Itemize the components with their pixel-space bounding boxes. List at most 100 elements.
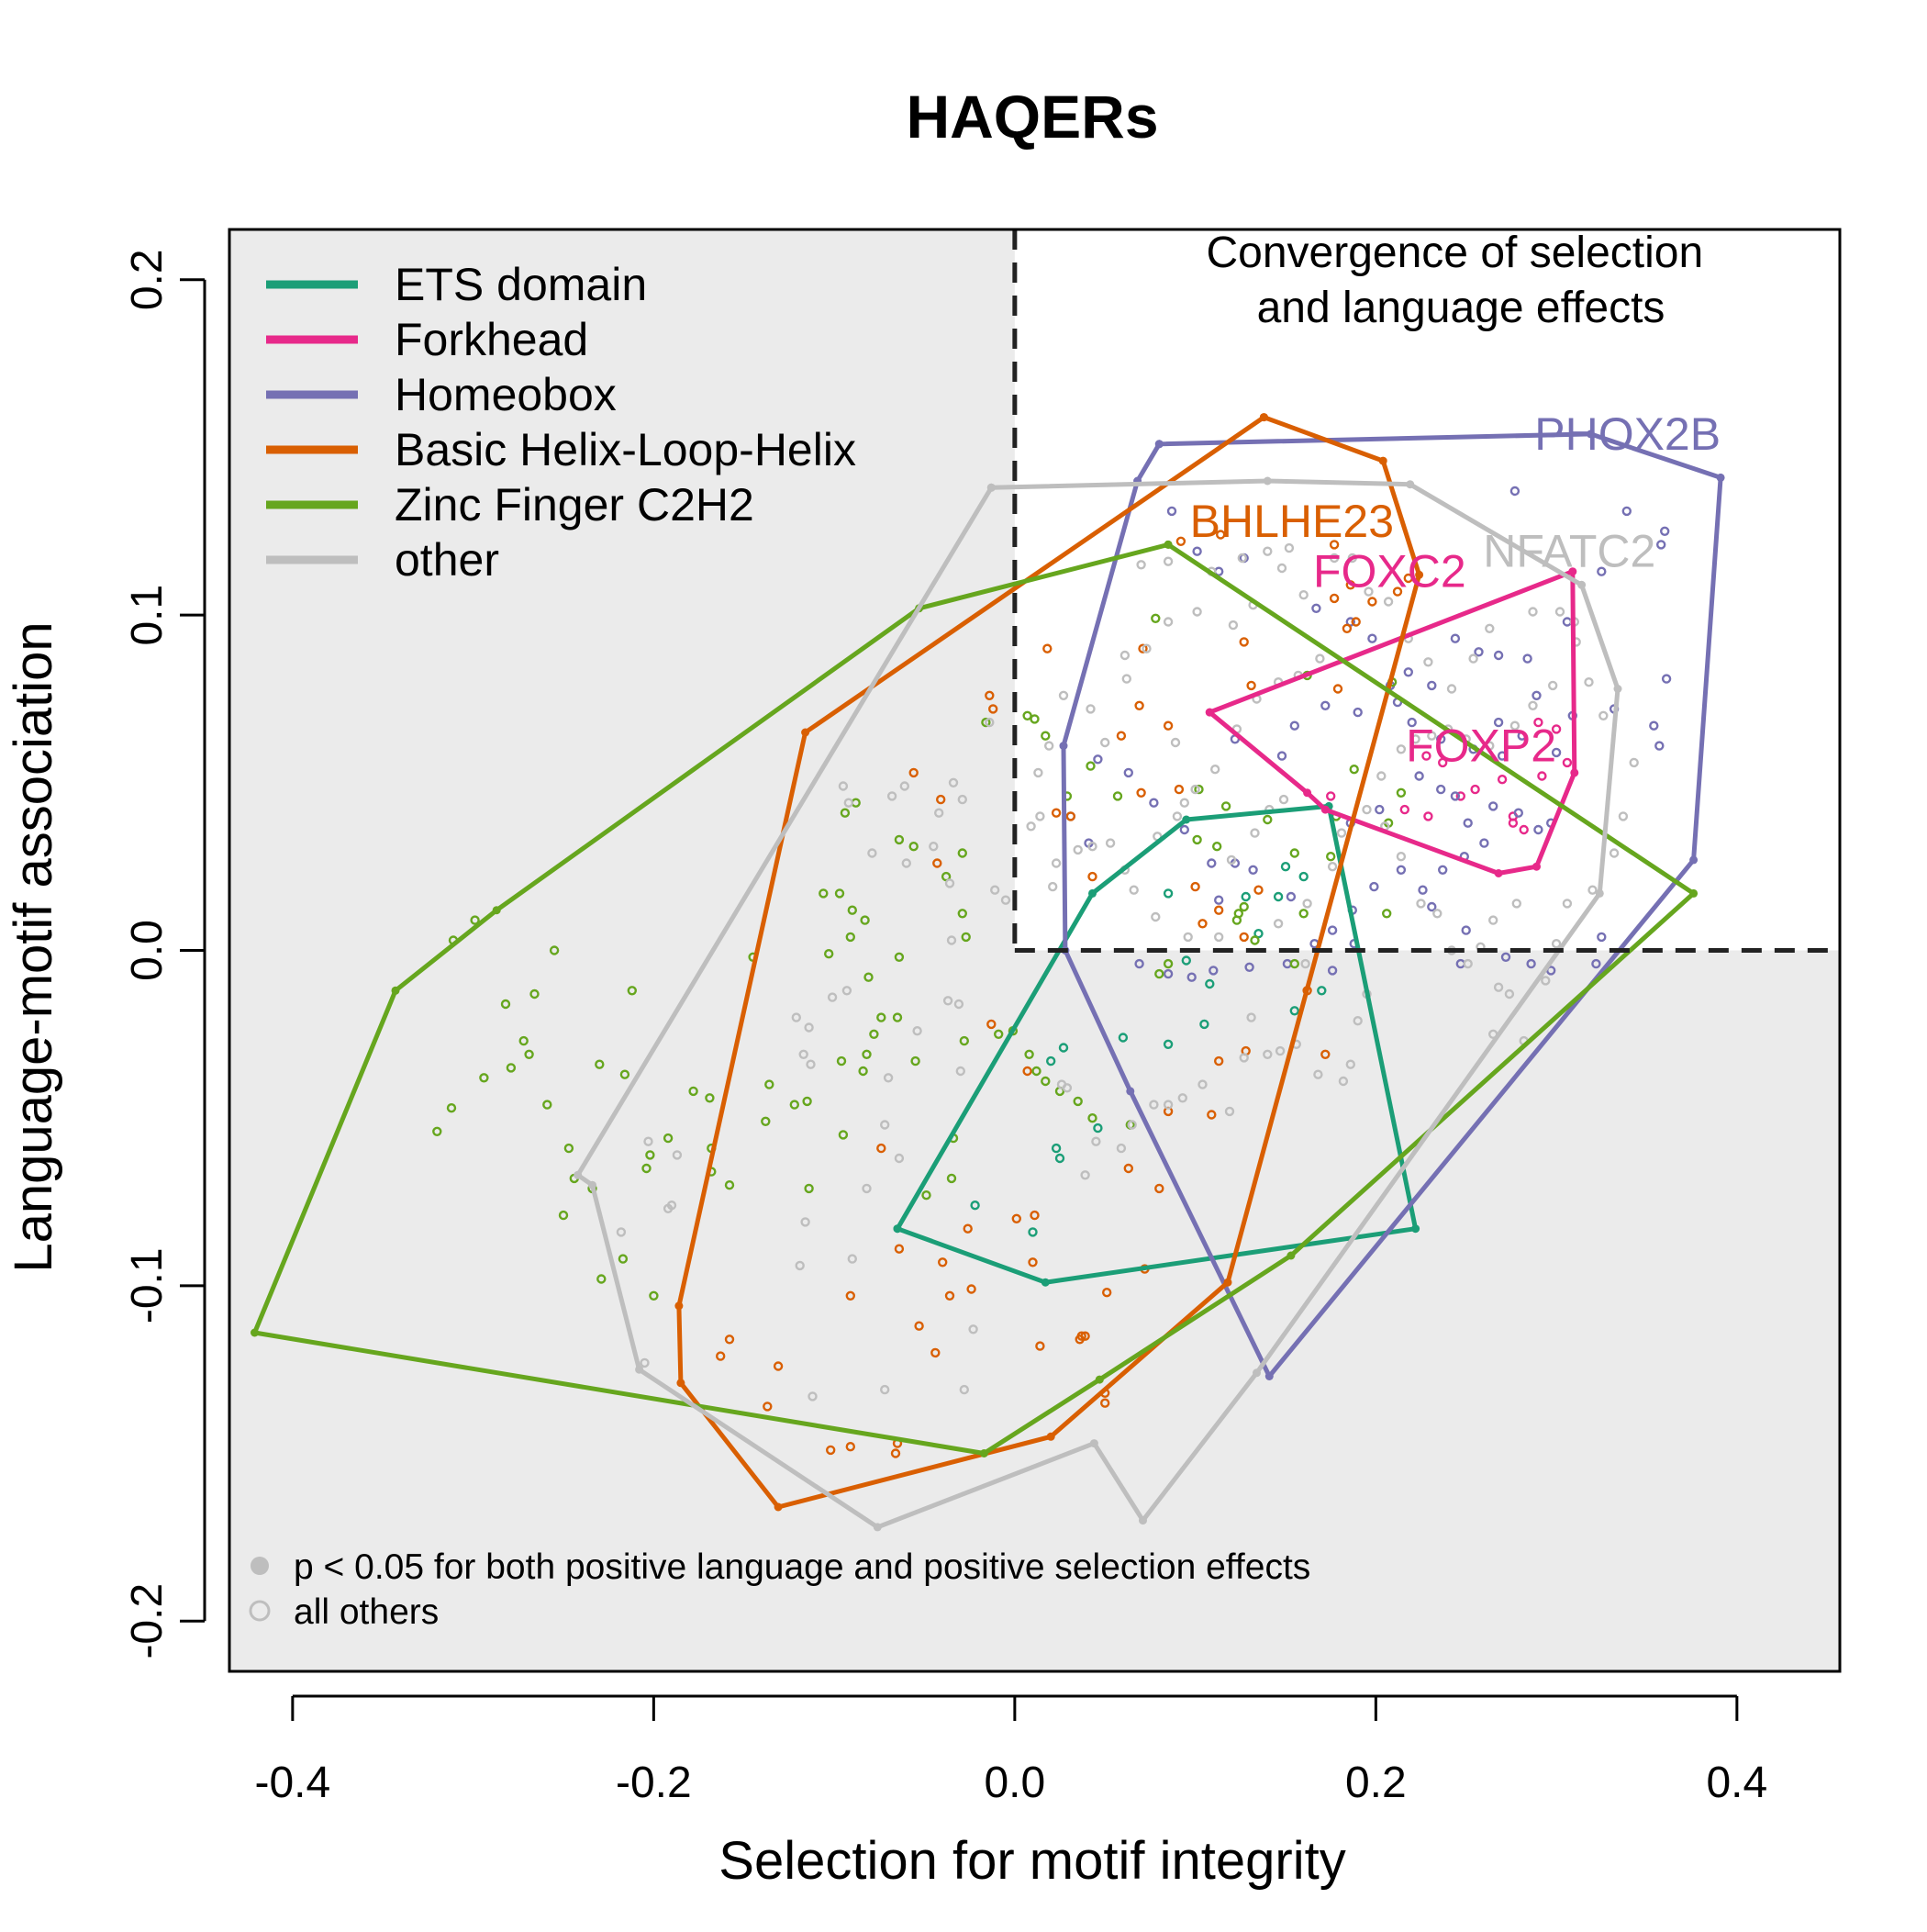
data-point bbox=[935, 794, 946, 805]
data-point bbox=[1437, 757, 1448, 768]
data-point bbox=[1342, 623, 1353, 633]
data-point bbox=[705, 1093, 715, 1103]
data-point bbox=[1381, 909, 1392, 919]
data-point bbox=[1526, 958, 1536, 969]
data-point bbox=[1403, 573, 1414, 584]
data-point bbox=[1224, 1106, 1235, 1117]
data-point bbox=[1022, 710, 1032, 720]
data-point bbox=[1463, 958, 1473, 969]
data-point bbox=[1470, 784, 1480, 795]
data-point bbox=[1241, 891, 1251, 902]
data-point bbox=[1030, 1210, 1040, 1221]
data-point bbox=[1367, 633, 1377, 643]
data-point bbox=[1026, 821, 1036, 832]
chart-title: HAQERs bbox=[906, 83, 1158, 151]
hull-vertex bbox=[391, 986, 400, 995]
data-point bbox=[1022, 1066, 1032, 1077]
hull-vertex bbox=[1577, 580, 1587, 589]
data-point bbox=[957, 794, 968, 805]
data-point bbox=[1450, 633, 1461, 643]
data-point bbox=[1345, 580, 1356, 590]
data-point bbox=[1205, 978, 1215, 989]
data-point bbox=[838, 781, 849, 791]
x-tick-label: 0.4 bbox=[1706, 1759, 1767, 1807]
region-boundary bbox=[1012, 229, 1840, 953]
hull-vertex bbox=[1263, 476, 1272, 486]
data-point bbox=[1327, 862, 1338, 872]
data-point bbox=[1041, 1076, 1051, 1087]
data-point bbox=[867, 848, 877, 858]
series-points-ets-domain bbox=[970, 862, 1327, 1237]
data-point bbox=[1033, 767, 1043, 778]
data-point bbox=[1073, 844, 1083, 855]
data-point bbox=[800, 1217, 810, 1227]
data-point bbox=[1209, 765, 1220, 775]
series-points-other bbox=[616, 542, 1639, 1402]
data-point bbox=[1166, 506, 1177, 517]
hull-vertex bbox=[801, 728, 810, 737]
data-point bbox=[1062, 1083, 1073, 1093]
data-point bbox=[819, 888, 829, 899]
data-point bbox=[1437, 865, 1448, 875]
data-point bbox=[1263, 1049, 1273, 1060]
data-point bbox=[880, 1120, 890, 1130]
data-point bbox=[1250, 828, 1260, 838]
data-point bbox=[1000, 895, 1011, 905]
data-point bbox=[1367, 597, 1377, 607]
hull-vertex bbox=[1041, 1278, 1050, 1287]
data-point bbox=[1383, 597, 1394, 607]
data-point bbox=[1463, 818, 1473, 828]
data-point bbox=[1154, 968, 1164, 979]
data-point bbox=[961, 932, 971, 943]
hull-other bbox=[575, 478, 1621, 1530]
data-point bbox=[1163, 968, 1174, 979]
data-point bbox=[894, 834, 905, 845]
data-point bbox=[1127, 1120, 1137, 1130]
data-point bbox=[1493, 650, 1504, 661]
hull-vertex bbox=[1205, 708, 1214, 717]
data-point bbox=[1116, 1143, 1127, 1154]
hull-vertex bbox=[1259, 413, 1268, 422]
data-point bbox=[1325, 791, 1336, 801]
data-point bbox=[672, 1150, 683, 1160]
data-point bbox=[1414, 771, 1424, 781]
hull-vertex bbox=[1046, 1432, 1055, 1441]
hull-vertex bbox=[1689, 888, 1699, 898]
data-point bbox=[937, 1257, 948, 1268]
data-point bbox=[1554, 607, 1565, 617]
data-point bbox=[446, 1102, 457, 1113]
data-point bbox=[993, 1029, 1004, 1040]
data-point bbox=[957, 848, 968, 858]
data-point bbox=[1618, 811, 1629, 821]
data-point bbox=[1500, 952, 1511, 963]
data-point bbox=[826, 1445, 836, 1456]
data-point bbox=[1213, 1055, 1224, 1067]
data-point bbox=[986, 1019, 997, 1030]
data-point bbox=[1396, 852, 1407, 862]
data-point bbox=[1051, 808, 1062, 818]
data-point bbox=[1376, 771, 1387, 781]
data-point bbox=[1533, 824, 1543, 835]
data-point bbox=[953, 999, 964, 1010]
data-point bbox=[840, 808, 851, 818]
data-point bbox=[862, 1049, 872, 1060]
data-point bbox=[1528, 700, 1538, 710]
data-point bbox=[804, 1183, 814, 1194]
data-point bbox=[806, 1059, 816, 1069]
hull-vertex bbox=[774, 1502, 783, 1512]
data-point bbox=[595, 1059, 605, 1069]
data-point bbox=[1276, 563, 1287, 574]
hull-vertex bbox=[1415, 570, 1424, 579]
data-point bbox=[1030, 714, 1040, 724]
data-point bbox=[1273, 891, 1284, 902]
data-point bbox=[883, 1073, 894, 1083]
data-point bbox=[1649, 720, 1659, 731]
data-point bbox=[1174, 784, 1185, 795]
data-point bbox=[957, 909, 968, 919]
data-point bbox=[1302, 899, 1312, 909]
data-point bbox=[1347, 553, 1358, 564]
data-point bbox=[1461, 925, 1471, 935]
data-point bbox=[808, 1391, 818, 1402]
data-point bbox=[1345, 1059, 1356, 1069]
